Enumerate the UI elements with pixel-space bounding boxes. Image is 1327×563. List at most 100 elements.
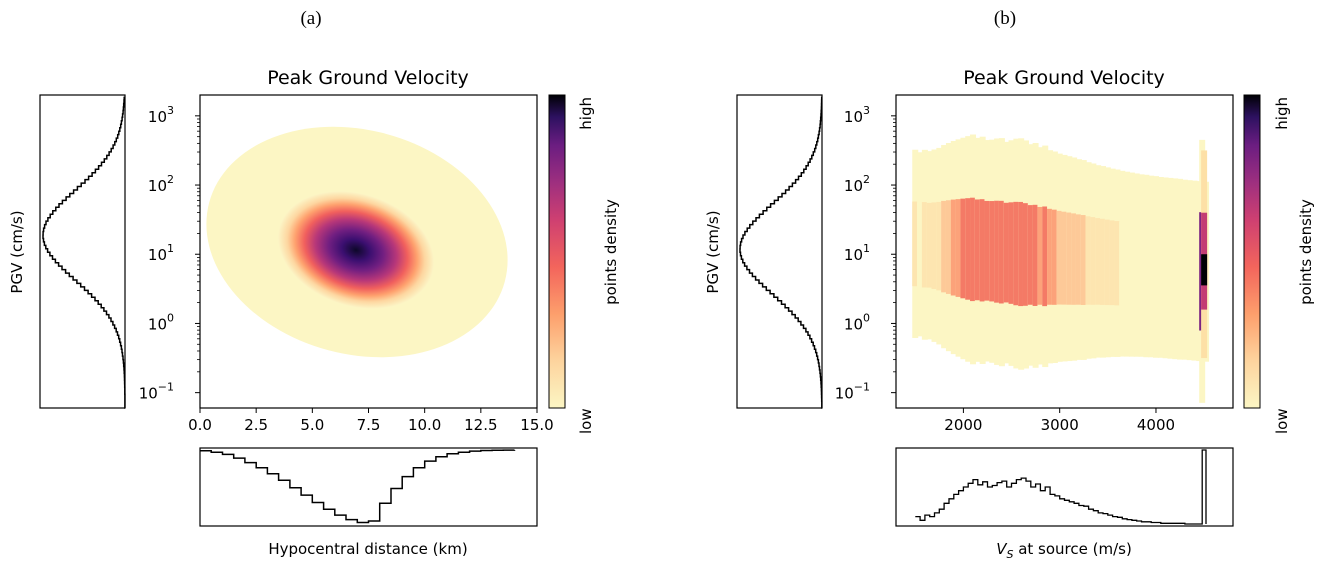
plot-frame-b — [895, 94, 1234, 409]
density-column-core — [1032, 204, 1039, 306]
density-column-core — [1047, 208, 1054, 305]
panel-b: Peak Ground Velocity PGV (cm/s) 2000 3000… — [704, 67, 1315, 561]
x-tick-label: 12.5 — [464, 416, 497, 434]
y-histogram-a — [42, 96, 126, 409]
colorbar-high-b: high — [1273, 97, 1291, 130]
density-column-core — [1114, 221, 1121, 306]
density-column-core — [1061, 211, 1068, 305]
density-column-core — [1042, 206, 1049, 307]
density-column-core — [1191, 230, 1198, 312]
y-tick-exponent: −1 — [158, 381, 174, 394]
y-tick-label: 102 — [148, 173, 174, 195]
density-column-core — [950, 199, 957, 296]
x-tick-label: 2000 — [944, 416, 982, 434]
density-column-core — [1008, 202, 1015, 304]
x-tick-label: 7.5 — [357, 416, 381, 434]
colorbar-label-b: points density — [1297, 199, 1315, 305]
density-heatmap-a — [206, 126, 508, 358]
density-column-core — [1100, 218, 1107, 305]
y-tick-label: 101 — [148, 242, 174, 264]
density-column-core — [931, 202, 938, 289]
density-column-core — [1071, 213, 1078, 305]
density-column-core — [1172, 228, 1179, 310]
x-ticks-a: 0.0 2.5 5.0 7.5 10.0 12.5 15.0 — [188, 408, 554, 434]
y-tick-label: 103 — [844, 104, 870, 126]
y-tick-label: 101 — [844, 242, 870, 264]
density-column-core — [979, 199, 986, 302]
panel-a: Peak Ground Velocity PGV (cm/s) 0.0 2.5 5.… — [8, 67, 620, 558]
x-histogram-a — [200, 449, 516, 524]
density-column-core — [1095, 218, 1102, 305]
y-tick-exponent: −1 — [854, 381, 870, 394]
panel-label-a: (a) — [300, 8, 321, 29]
x-axis-label-b-rest: at source (m/s) — [1013, 540, 1131, 558]
density-column-core — [1133, 223, 1140, 307]
y-tick-exponent: 2 — [863, 173, 870, 186]
y-tick-exponent: 0 — [863, 311, 870, 324]
density-column-core — [984, 200, 991, 301]
y-histogram-frame-b — [736, 94, 823, 409]
x-tick-label: 0.0 — [188, 416, 212, 434]
density-column-core — [1090, 217, 1097, 305]
density-column-core — [1109, 220, 1116, 306]
density-column-core — [1143, 224, 1150, 308]
x-tick-label: 3000 — [1041, 416, 1079, 434]
y-tick-label: 100 — [148, 311, 174, 333]
density-column-core — [1027, 205, 1034, 305]
y-tick-exponent: 2 — [167, 173, 174, 186]
density-column-core — [1119, 221, 1126, 306]
y-axis-label-b: PGV (cm/s) — [704, 210, 722, 293]
density-core-a — [277, 191, 435, 309]
density-column-core — [1167, 227, 1174, 309]
y-axis-label-a: PGV (cm/s) — [8, 210, 26, 293]
density-column-core — [941, 200, 948, 293]
density-column-core — [1124, 222, 1131, 306]
density-column-isolated-core — [1201, 254, 1208, 286]
density-column-core — [1051, 209, 1058, 305]
y-tick-exponent: 1 — [863, 242, 870, 255]
density-column-core — [1018, 201, 1025, 307]
y-tick-exponent: 0 — [167, 311, 174, 324]
x-axis-label-b: VS at source (m/s) — [996, 540, 1132, 561]
chart-title-a: Peak Ground Velocity — [267, 67, 469, 89]
density-column-core — [1128, 223, 1135, 307]
density-column-core — [1181, 229, 1188, 311]
density-column-core — [917, 202, 924, 286]
x-tick-label: 10.0 — [408, 416, 441, 434]
density-column-core — [994, 200, 1001, 303]
density-column-core — [998, 200, 1005, 304]
colorbar-b — [1243, 94, 1261, 409]
density-heatmap-b — [912, 134, 1210, 403]
density-column-core — [936, 201, 943, 291]
density-column-core — [1104, 219, 1111, 306]
density-column-core — [1022, 203, 1029, 306]
x-ticks-b: 2000 3000 4000 — [944, 408, 1175, 434]
colorbar-low-b: low — [1273, 408, 1291, 434]
colorbar-low-a: low — [577, 408, 595, 434]
density-column-core — [989, 201, 996, 302]
density-column-core — [960, 198, 967, 299]
y-tick-exponent: 3 — [167, 104, 174, 117]
density-column-core — [926, 202, 933, 288]
density-column-core — [921, 202, 928, 288]
colorbar-high-a: high — [577, 97, 595, 130]
y-tick-label: 10−1 — [835, 381, 870, 403]
x-tick-label: 2.5 — [244, 416, 268, 434]
density-column-core — [1162, 227, 1169, 309]
density-column-core — [970, 197, 977, 302]
density-column-core — [1148, 225, 1155, 308]
density-column-core — [1177, 228, 1184, 310]
colorbar-label-a: points density — [602, 199, 620, 305]
colorbar-a — [548, 94, 566, 409]
density-column-core — [1152, 226, 1159, 308]
y-tick-label: 103 — [148, 104, 174, 126]
x-axis-label-b-sub: S — [1006, 548, 1013, 561]
density-column-core — [1013, 201, 1020, 306]
density-column-core — [965, 198, 972, 300]
density-column-core — [1075, 214, 1082, 305]
density-column-core — [955, 199, 962, 297]
density-column-core — [1066, 212, 1073, 305]
